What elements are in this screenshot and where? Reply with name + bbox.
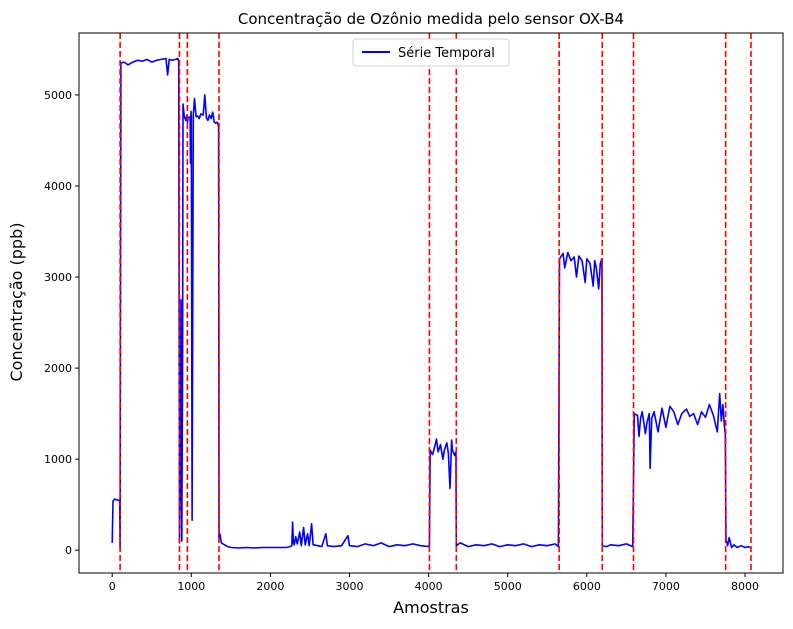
x-tick-label-2: 2000: [256, 580, 284, 593]
y-tick-label-4: 4000: [44, 180, 72, 193]
x-tick-label-4: 4000: [415, 580, 443, 593]
x-tick-label-6: 6000: [573, 580, 601, 593]
legend: Série Temporal: [352, 38, 510, 67]
x-axis-label: Amostras: [393, 598, 469, 617]
x-tick-label-5: 5000: [494, 580, 522, 593]
plot-area: [111, 33, 752, 573]
x-tick-label-0: 0: [109, 580, 116, 593]
legend-box: [352, 38, 510, 67]
y-tick-label-1: 1000: [44, 453, 72, 466]
series-line-0: [111, 57, 751, 549]
x-tick-label-8: 8000: [731, 580, 759, 593]
axes: 0 1000 2000 3000 4000 5000 6000 7000 8000 0 1000 20…: [44, 32, 784, 593]
y-tick-label-0: 0: [65, 544, 72, 557]
y-tick-label-5: 5000: [44, 89, 72, 102]
y-axis-label: Concentração (ppb): [7, 223, 26, 382]
x-tick-label-1: 1000: [177, 580, 205, 593]
x-tick-label-7: 7000: [652, 580, 680, 593]
chart-title: Concentração de Ozônio medida pelo senso…: [238, 10, 624, 28]
legend-label: Série Temporal: [398, 46, 495, 61]
x-tick-label-3: 3000: [336, 580, 364, 593]
y-tick-label-2: 2000: [44, 362, 72, 375]
axes-frame: [78, 32, 784, 574]
y-tick-label-3: 3000: [44, 271, 72, 284]
